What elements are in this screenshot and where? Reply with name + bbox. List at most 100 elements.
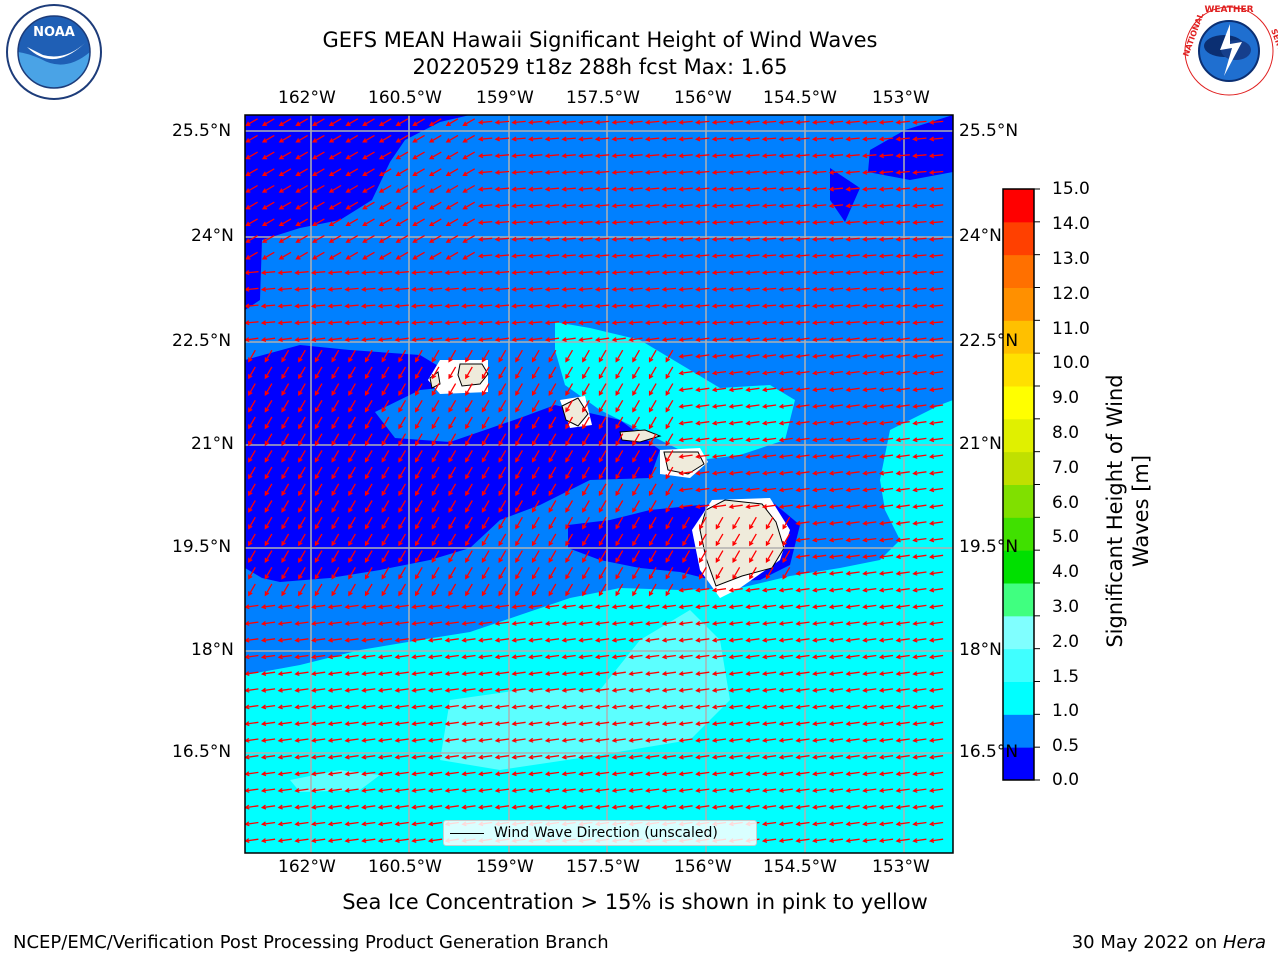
wind-arrow (928, 119, 944, 125)
wind-arrow (248, 483, 256, 497)
wind-arrow (695, 220, 710, 225)
wind-arrow (795, 504, 810, 510)
wind-arrow (261, 201, 275, 210)
wind-arrow (298, 450, 306, 463)
wind-arrow (928, 420, 944, 426)
wind-arrow (561, 286, 576, 292)
wind-arrow (661, 220, 677, 225)
wind-arrow (345, 184, 359, 193)
wind-arrow (561, 754, 576, 760)
wind-arrow (845, 537, 860, 543)
wind-arrow (511, 754, 526, 760)
wind-arrow (828, 554, 843, 560)
wind-arrow (678, 303, 693, 309)
wind-arrow (878, 186, 894, 192)
wind-arrow (912, 804, 927, 810)
wind-arrow (812, 520, 827, 526)
wind-arrow (578, 253, 593, 259)
wind-arrow (444, 620, 459, 626)
wind-arrow (362, 251, 375, 260)
wind-arrow (928, 570, 944, 576)
wind-arrow (928, 787, 944, 793)
wind-arrow (498, 583, 507, 597)
wind-arrow (812, 687, 827, 693)
wind-arrow (362, 184, 375, 193)
wind-arrow (361, 320, 376, 326)
wind-arrow (511, 236, 526, 242)
wind-arrow (245, 134, 258, 143)
wind-arrow (778, 153, 793, 159)
wind-arrow (377, 754, 393, 760)
wind-arrow (364, 433, 373, 447)
wind-arrow (828, 203, 844, 209)
wind-arrow (565, 550, 574, 563)
wind-arrow (345, 235, 359, 243)
wind-arrow (812, 804, 827, 810)
wind-arrow (828, 504, 843, 510)
wind-arrow (761, 203, 777, 209)
colorbar-segment (1003, 583, 1034, 617)
wind-arrow (431, 483, 440, 497)
wind-arrow (312, 218, 325, 227)
wind-arrow (345, 201, 359, 210)
wind-arrow (261, 184, 275, 193)
wind-arrow (281, 550, 290, 563)
wind-arrow (778, 587, 793, 593)
wind-arrow (331, 550, 340, 563)
wind-arrow (277, 771, 292, 777)
wind-arrow (531, 483, 540, 497)
wind-arrow (245, 201, 258, 210)
wind-arrow (711, 186, 727, 192)
wind-arrow (261, 134, 275, 143)
wind-arrow (481, 483, 490, 497)
wind-arrow (528, 721, 543, 727)
wind-arrow (678, 320, 693, 326)
wind-arrow (678, 153, 693, 159)
wind-arrow (415, 416, 423, 430)
wind-arrow (862, 604, 877, 610)
wind-arrow (465, 466, 473, 480)
wind-arrow (511, 270, 526, 276)
wind-arrow (528, 804, 543, 810)
wind-arrow (398, 450, 407, 463)
wind-arrow (862, 520, 877, 526)
wind-arrow (377, 654, 393, 660)
wind-arrow (678, 737, 693, 743)
wind-arrow (761, 403, 777, 409)
wind-arrow (644, 136, 660, 142)
wind-arrow (594, 253, 610, 259)
wind-arrow (895, 737, 910, 743)
wind-arrow (912, 838, 927, 844)
wind-arrow (415, 550, 423, 563)
wind-arrow (294, 737, 309, 743)
wind-arrow (695, 604, 710, 610)
wind-arrow (260, 320, 276, 326)
wind-arrow (565, 433, 574, 447)
wind-arrow (632, 399, 640, 413)
wind-arrow (628, 153, 643, 159)
wind-arrow (427, 671, 443, 677)
wind-arrow (928, 754, 944, 760)
wind-arrow (364, 483, 373, 497)
wind-arrow (578, 654, 593, 660)
wind-arrow (895, 604, 910, 610)
wind-arrow (281, 500, 290, 513)
wind-arrow (565, 516, 574, 530)
wind-arrow (312, 118, 325, 126)
wind-arrow (845, 387, 860, 393)
wind-arrow (362, 235, 375, 243)
wind-arrow (344, 821, 359, 827)
wind-arrow (431, 550, 440, 563)
wind-arrow (364, 516, 373, 530)
wind-arrow (295, 168, 309, 176)
lat-label-right: 18°N (959, 640, 1002, 660)
wind-arrow (628, 186, 643, 192)
wind-arrow (912, 286, 927, 292)
wind-arrow (477, 153, 493, 159)
wind-arrow (661, 671, 676, 677)
wind-arrow (928, 437, 944, 443)
wind-arrow (812, 787, 827, 793)
wind-arrow (711, 704, 727, 710)
wind-arrow (398, 349, 407, 363)
wind-arrow (828, 620, 843, 626)
